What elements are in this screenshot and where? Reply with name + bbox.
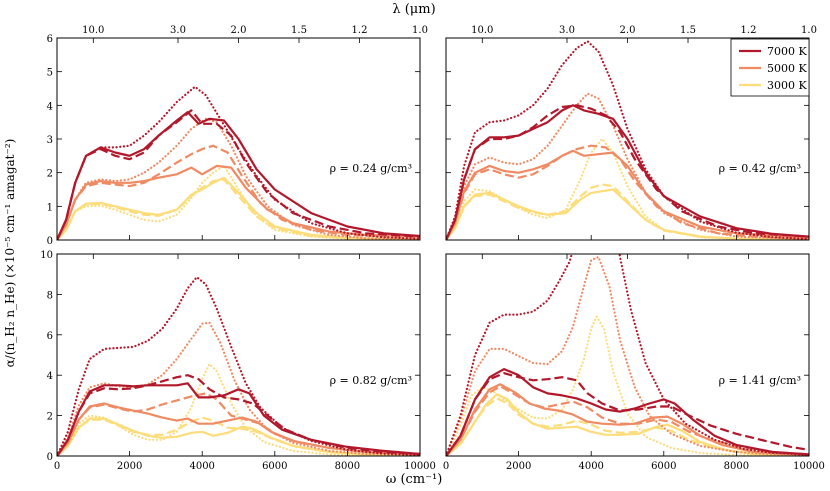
top-tick-label: 1.2 (352, 25, 368, 36)
y-tick-label: 10 (40, 250, 53, 261)
x-tick-label: 2000 (506, 461, 531, 472)
series-line-7000k-dotted (446, 40, 809, 240)
panel-p3: 0 2 4 6 8 10 0 2000 4000 6000 8000 10000 ρ = 0.82 g/… (40, 250, 436, 472)
x-tick-label: 8000 (724, 461, 749, 472)
top-tick-label: 1.0 (801, 25, 817, 36)
density-label: ρ = 0.42 g/cm³ (719, 162, 801, 175)
series-line-7000k-dashed (446, 104, 809, 240)
x-tick-label: 4000 (189, 461, 214, 472)
series-line-5000k-dotted (57, 321, 420, 456)
series-line-7000k-solid (57, 382, 420, 456)
series-line-7000k-solid (446, 104, 809, 240)
series-line-7000k-dotted (57, 276, 420, 456)
x-tick-label: 6000 (262, 461, 287, 472)
series-line-3000k-dotted (446, 315, 809, 456)
x-tick-label: 10000 (793, 461, 825, 472)
series-line-3000k-solid (446, 188, 809, 240)
panel-frame (56, 253, 421, 457)
y-tick-label: 6 (47, 331, 53, 342)
legend-label-7000: 7000 K (767, 45, 807, 58)
top-tick-label: 10.0 (471, 25, 493, 36)
top-axis-label: λ (μm) (392, 2, 435, 17)
top-tick-label: 1.2 (741, 25, 757, 36)
series-line-3000k-dotted (446, 137, 809, 240)
series-line-3000k-dotted (57, 363, 420, 456)
series-group (446, 40, 809, 240)
series-line-5000k-solid (446, 383, 809, 456)
density-label: ρ = 0.24 g/cm³ (330, 162, 412, 175)
series-line-3000k-dashed (446, 397, 809, 456)
y-tick-label: 6 (47, 34, 53, 45)
series-line-7000k-solid (446, 368, 809, 456)
y-tick-label: 2 (47, 412, 53, 423)
series-line-5000k-dashed (446, 385, 809, 456)
series-line-3000k-dashed (57, 178, 420, 240)
y-tick-label: 4 (47, 371, 53, 382)
series-line-5000k-dotted (57, 117, 420, 240)
series-line-7000k-dotted (57, 85, 420, 240)
series-line-5000k-dotted (446, 92, 809, 240)
series-group (57, 276, 420, 456)
x-tick-label: 8000 (335, 461, 360, 472)
y-axis-label: α/(n_H₂ n_He) (×10⁻⁵ cm⁻¹ amagat⁻²) (3, 139, 17, 368)
top-tick-label: 3.0 (559, 25, 575, 36)
top-tick-label: 10.0 (82, 25, 104, 36)
panel-p2: 10.0 3.0 2.0 1.5 1.2 1.0 ρ = 0.42 g/cm³ (445, 25, 817, 241)
y-tick-label: 0 (47, 236, 53, 247)
series-line-5000k-dashed (446, 144, 809, 240)
y-tick-label: 8 (47, 290, 53, 301)
series-line-7000k-dashed (446, 372, 809, 456)
series-line-5000k-solid (57, 402, 420, 456)
x-tick-label: 4000 (578, 461, 603, 472)
top-tick-label: 2.0 (231, 25, 247, 36)
legend-label-5000: 5000 K (767, 62, 807, 75)
series-line-3000k-dotted (57, 164, 420, 240)
top-tick-label: 1.5 (291, 25, 307, 36)
series-line-3000k-solid (446, 393, 809, 456)
panels: 0 1 2 3 4 5 6 10.0 3.0 2.0 1.5 1.2 1.0 ρ = 0.24 g/cm³… (40, 25, 825, 472)
density-label: ρ = 1.41 g/cm³ (719, 374, 801, 387)
series-group (57, 85, 420, 240)
top-tick-label: 1.0 (412, 25, 428, 36)
x-tick-label: 0 (54, 461, 60, 472)
y-tick-label: 0 (47, 452, 53, 463)
top-tick-label: 2.0 (620, 25, 636, 36)
panel-frame (445, 253, 810, 457)
y-tick-label: 1 (47, 202, 53, 213)
series-line-3000k-dashed (57, 416, 420, 456)
series-line-5000k-dashed (57, 392, 420, 456)
y-tick-label: 2 (47, 169, 53, 180)
panel-p4: 0 2000 4000 6000 8000 10000 ρ = 1.41 g/cm³ (443, 253, 825, 472)
x-axis-label: ω (cm⁻¹) (386, 472, 443, 487)
x-tick-label: 0 (443, 461, 449, 472)
density-label: ρ = 0.82 g/cm³ (330, 374, 412, 387)
panel-p1: 0 1 2 3 4 5 6 10.0 3.0 2.0 1.5 1.2 1.0 ρ = 0.24 g/cm³ (47, 25, 428, 247)
legend-label-3000: 3000 K (767, 79, 807, 92)
series-line-3000k-dashed (446, 183, 809, 240)
series-line-7000k-dotted (446, 254, 809, 456)
x-tick-label: 10000 (404, 461, 436, 472)
x-tick-label: 6000 (651, 461, 676, 472)
top-tick-label: 3.0 (170, 25, 186, 36)
legend: 7000 K 5000 K 3000 K (730, 38, 810, 97)
y-tick-label: 3 (47, 135, 53, 146)
series-line-5000k-dotted (446, 255, 809, 456)
series-line-5000k-solid (57, 164, 420, 240)
y-tick-label: 5 (47, 68, 53, 79)
top-tick-label: 1.5 (680, 25, 696, 36)
x-tick-label: 2000 (117, 461, 142, 472)
series-line-7000k-dashed (57, 109, 420, 240)
series-group (446, 254, 809, 456)
y-tick-label: 4 (47, 101, 53, 112)
